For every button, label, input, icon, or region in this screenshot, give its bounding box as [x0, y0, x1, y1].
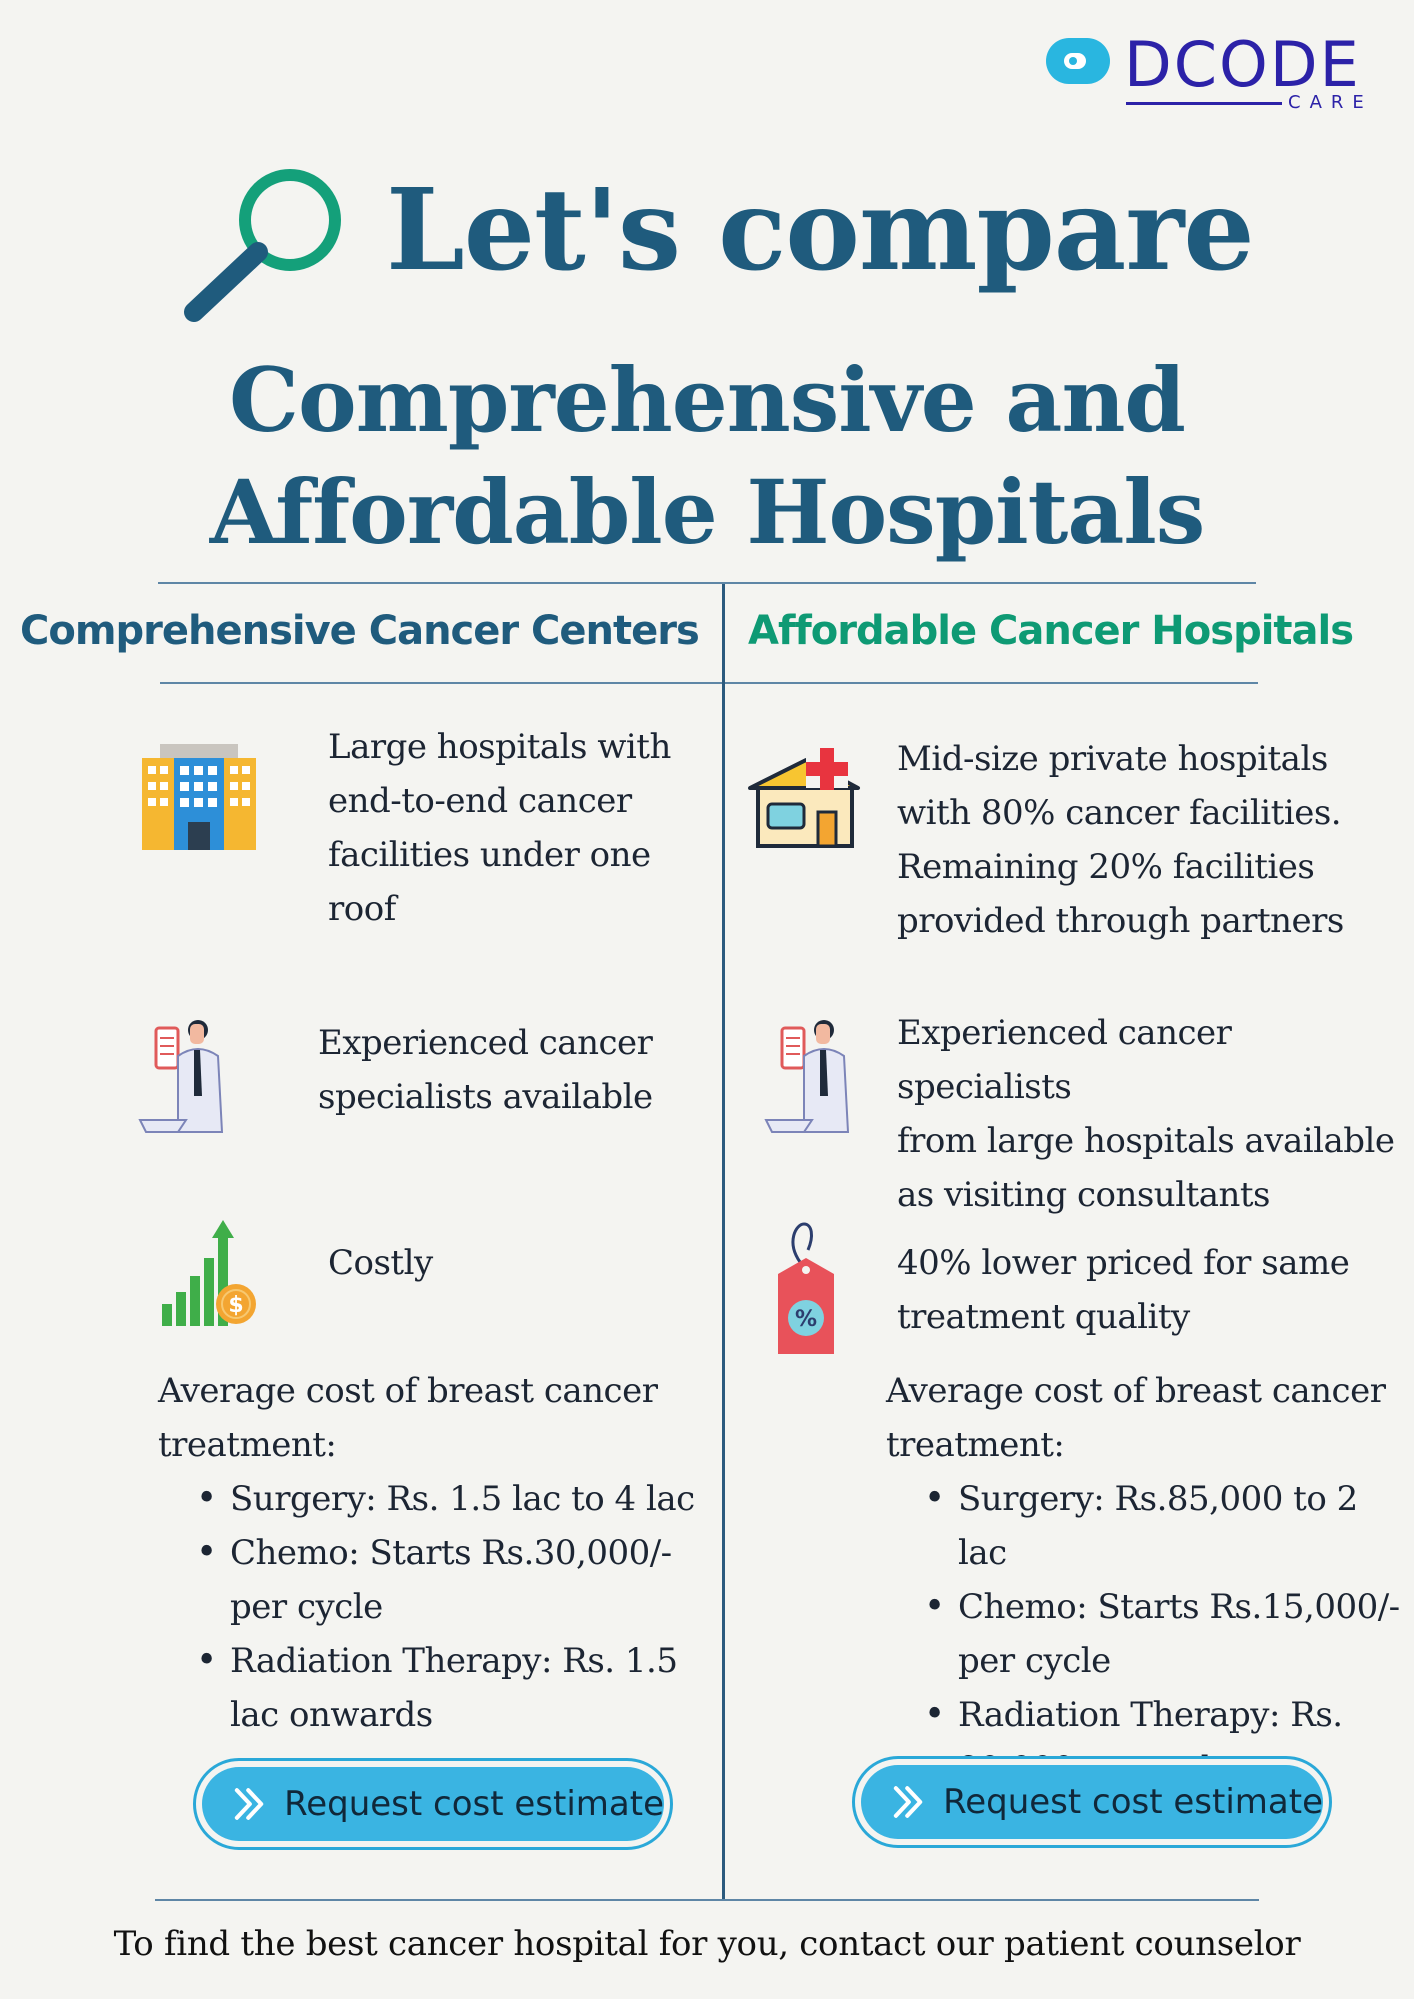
- left-row-1-text: Large hospitals with end-to-end cancer f…: [328, 727, 671, 929]
- svg-text:$: $: [228, 1293, 243, 1318]
- column-divider: [722, 584, 725, 1900]
- hospital-building-icon: [142, 744, 256, 850]
- left-row-2-text: Experienced cancer specialists available: [318, 1023, 653, 1117]
- svg-text:%: %: [795, 1307, 817, 1332]
- left-row-3-text: Costly: [328, 1243, 433, 1283]
- header-divider: [160, 682, 1258, 684]
- left-request-estimate-button[interactable]: Request cost estimate: [193, 1758, 673, 1850]
- left-column-heading: Comprehensive Cancer Centers: [20, 608, 700, 654]
- rising-cost-chart-icon: $: [162, 1220, 256, 1326]
- discount-tag-icon: %: [778, 1222, 834, 1354]
- double-chevron-right-icon: [893, 1786, 923, 1818]
- logo-wordmark: DCODE: [1124, 28, 1361, 101]
- button-label: Request cost estimate: [943, 1782, 1323, 1822]
- right-cost-intro: Average cost of breast cancer treatment:: [886, 1371, 1386, 1465]
- double-chevron-right-icon: [234, 1788, 264, 1820]
- list-item: Chemo: Starts Rs.30,000/-per cycle: [196, 1526, 695, 1634]
- left-cost-list: Surgery: Rs. 1.5 lac to 4 lac Chemo: Sta…: [160, 1472, 695, 1742]
- right-row-1-text: Mid-size private hospitals with 80% canc…: [897, 739, 1344, 941]
- left-cost-intro: Average cost of breast cancer treatment:: [158, 1371, 658, 1465]
- list-item: Chemo: Starts Rs.15,000/-per cycle: [924, 1580, 1414, 1688]
- footer-text: To find the best cancer hospital for you…: [113, 1924, 1301, 1964]
- small-hospital-icon: [748, 746, 860, 848]
- right-column-heading: Affordable Cancer Hospitals: [748, 608, 1354, 654]
- button-label: Request cost estimate: [284, 1784, 664, 1824]
- right-row-3-text: 40% lower priced for same treatment qual…: [897, 1243, 1350, 1337]
- logo-subtitle: CARE: [1288, 92, 1373, 113]
- list-item: Surgery: Rs.85,000 to 2 lac: [924, 1472, 1414, 1580]
- doctor-icon: [764, 1020, 850, 1133]
- magnifier-icon: [184, 169, 341, 322]
- logo-mark-icon: [1046, 38, 1110, 84]
- page-subtitle: Comprehensive and Affordable Hospitals: [209, 348, 1206, 564]
- right-request-estimate-button[interactable]: Request cost estimate: [852, 1756, 1332, 1848]
- bottom-divider: [155, 1899, 1259, 1901]
- top-divider: [158, 582, 1256, 584]
- dcode-care-logo: DCODE CARE: [1046, 28, 1386, 116]
- right-cost-list: Surgery: Rs.85,000 to 2 lac Chemo: Start…: [888, 1472, 1414, 1796]
- doctor-icon: [138, 1020, 224, 1133]
- page-title: Let's compare: [386, 165, 1255, 296]
- right-row-2-text: Experienced cancer specialists from larg…: [897, 1013, 1395, 1215]
- list-item: Surgery: Rs. 1.5 lac to 4 lac: [196, 1472, 695, 1526]
